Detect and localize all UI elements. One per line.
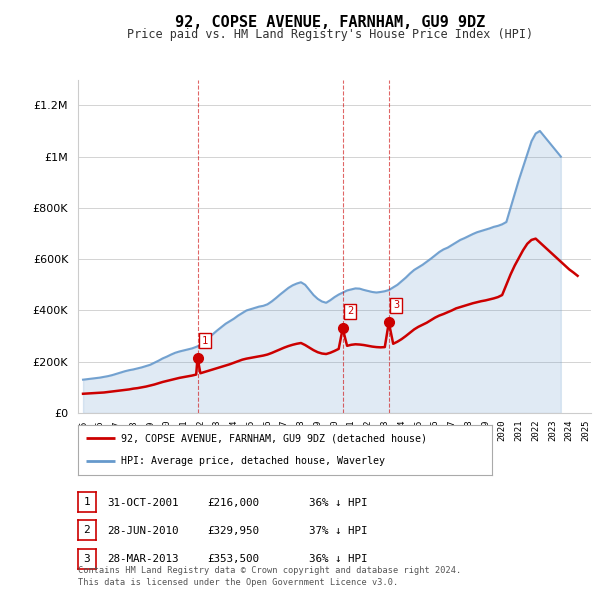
Text: 3: 3 bbox=[83, 554, 91, 563]
Text: £329,950: £329,950 bbox=[207, 526, 259, 536]
Text: £216,000: £216,000 bbox=[207, 498, 259, 507]
Text: 2: 2 bbox=[83, 526, 91, 535]
Text: 92, COPSE AVENUE, FARNHAM, GU9 9DZ (detached house): 92, COPSE AVENUE, FARNHAM, GU9 9DZ (deta… bbox=[121, 433, 427, 443]
Text: Price paid vs. HM Land Registry's House Price Index (HPI): Price paid vs. HM Land Registry's House … bbox=[127, 28, 533, 41]
Text: £353,500: £353,500 bbox=[207, 555, 259, 564]
Text: 3: 3 bbox=[393, 300, 399, 310]
Text: 36% ↓ HPI: 36% ↓ HPI bbox=[309, 498, 367, 507]
Text: Contains HM Land Registry data © Crown copyright and database right 2024.
This d: Contains HM Land Registry data © Crown c… bbox=[78, 566, 461, 587]
Text: 2: 2 bbox=[347, 306, 353, 316]
Text: 92, COPSE AVENUE, FARNHAM, GU9 9DZ: 92, COPSE AVENUE, FARNHAM, GU9 9DZ bbox=[175, 15, 485, 30]
Text: 37% ↓ HPI: 37% ↓ HPI bbox=[309, 526, 367, 536]
Text: 31-OCT-2001: 31-OCT-2001 bbox=[107, 498, 178, 507]
Text: HPI: Average price, detached house, Waverley: HPI: Average price, detached house, Wave… bbox=[121, 457, 385, 467]
Text: 28-MAR-2013: 28-MAR-2013 bbox=[107, 555, 178, 564]
Text: 1: 1 bbox=[202, 336, 208, 346]
Text: 1: 1 bbox=[83, 497, 91, 507]
Text: 36% ↓ HPI: 36% ↓ HPI bbox=[309, 555, 367, 564]
Text: 28-JUN-2010: 28-JUN-2010 bbox=[107, 526, 178, 536]
